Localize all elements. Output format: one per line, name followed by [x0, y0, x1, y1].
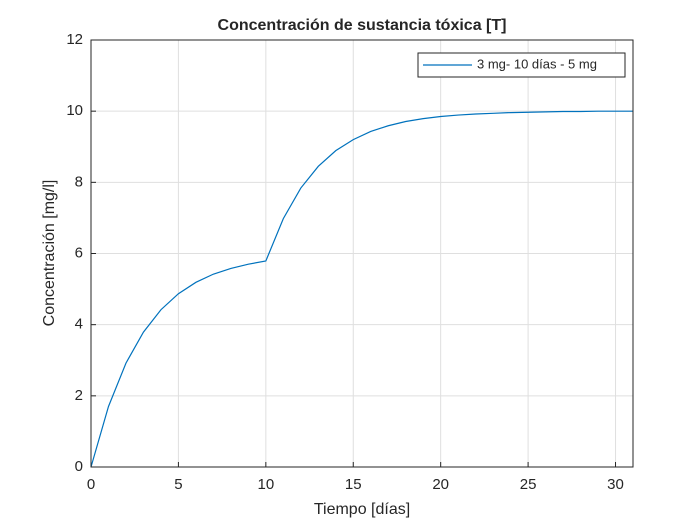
- y-tick-label: 10: [66, 102, 83, 119]
- x-tick-label: 5: [174, 476, 182, 493]
- y-tick-label: 2: [75, 387, 83, 404]
- y-tick-label: 6: [75, 244, 83, 261]
- data-line: [90, 110, 633, 468]
- y-tick-label: 4: [75, 316, 83, 333]
- y-tick-label: 0: [75, 458, 83, 475]
- plot: [90, 110, 633, 468]
- x-axis-label: Tiempo [días]: [314, 501, 410, 518]
- y-tick-label: 12: [66, 31, 83, 48]
- chart-title: Concentración de sustancia tóxica [T]: [218, 17, 507, 34]
- y-tick-label: 8: [75, 173, 83, 190]
- x-tick-label: 25: [520, 476, 537, 493]
- legend: 3 mg- 10 días - 5 mg: [417, 52, 626, 78]
- y-axis-label: Concentración [mg/l]: [41, 180, 58, 327]
- x-tick-label: 15: [345, 476, 362, 493]
- x-tick-label: 0: [87, 476, 95, 493]
- axes-box: [90, 39, 634, 468]
- x-tick-label: 10: [257, 476, 274, 493]
- legend-label: 3 mg- 10 días - 5 mg: [477, 56, 597, 71]
- x-tick-label: 20: [432, 476, 449, 493]
- x-tick-label: 30: [607, 476, 624, 493]
